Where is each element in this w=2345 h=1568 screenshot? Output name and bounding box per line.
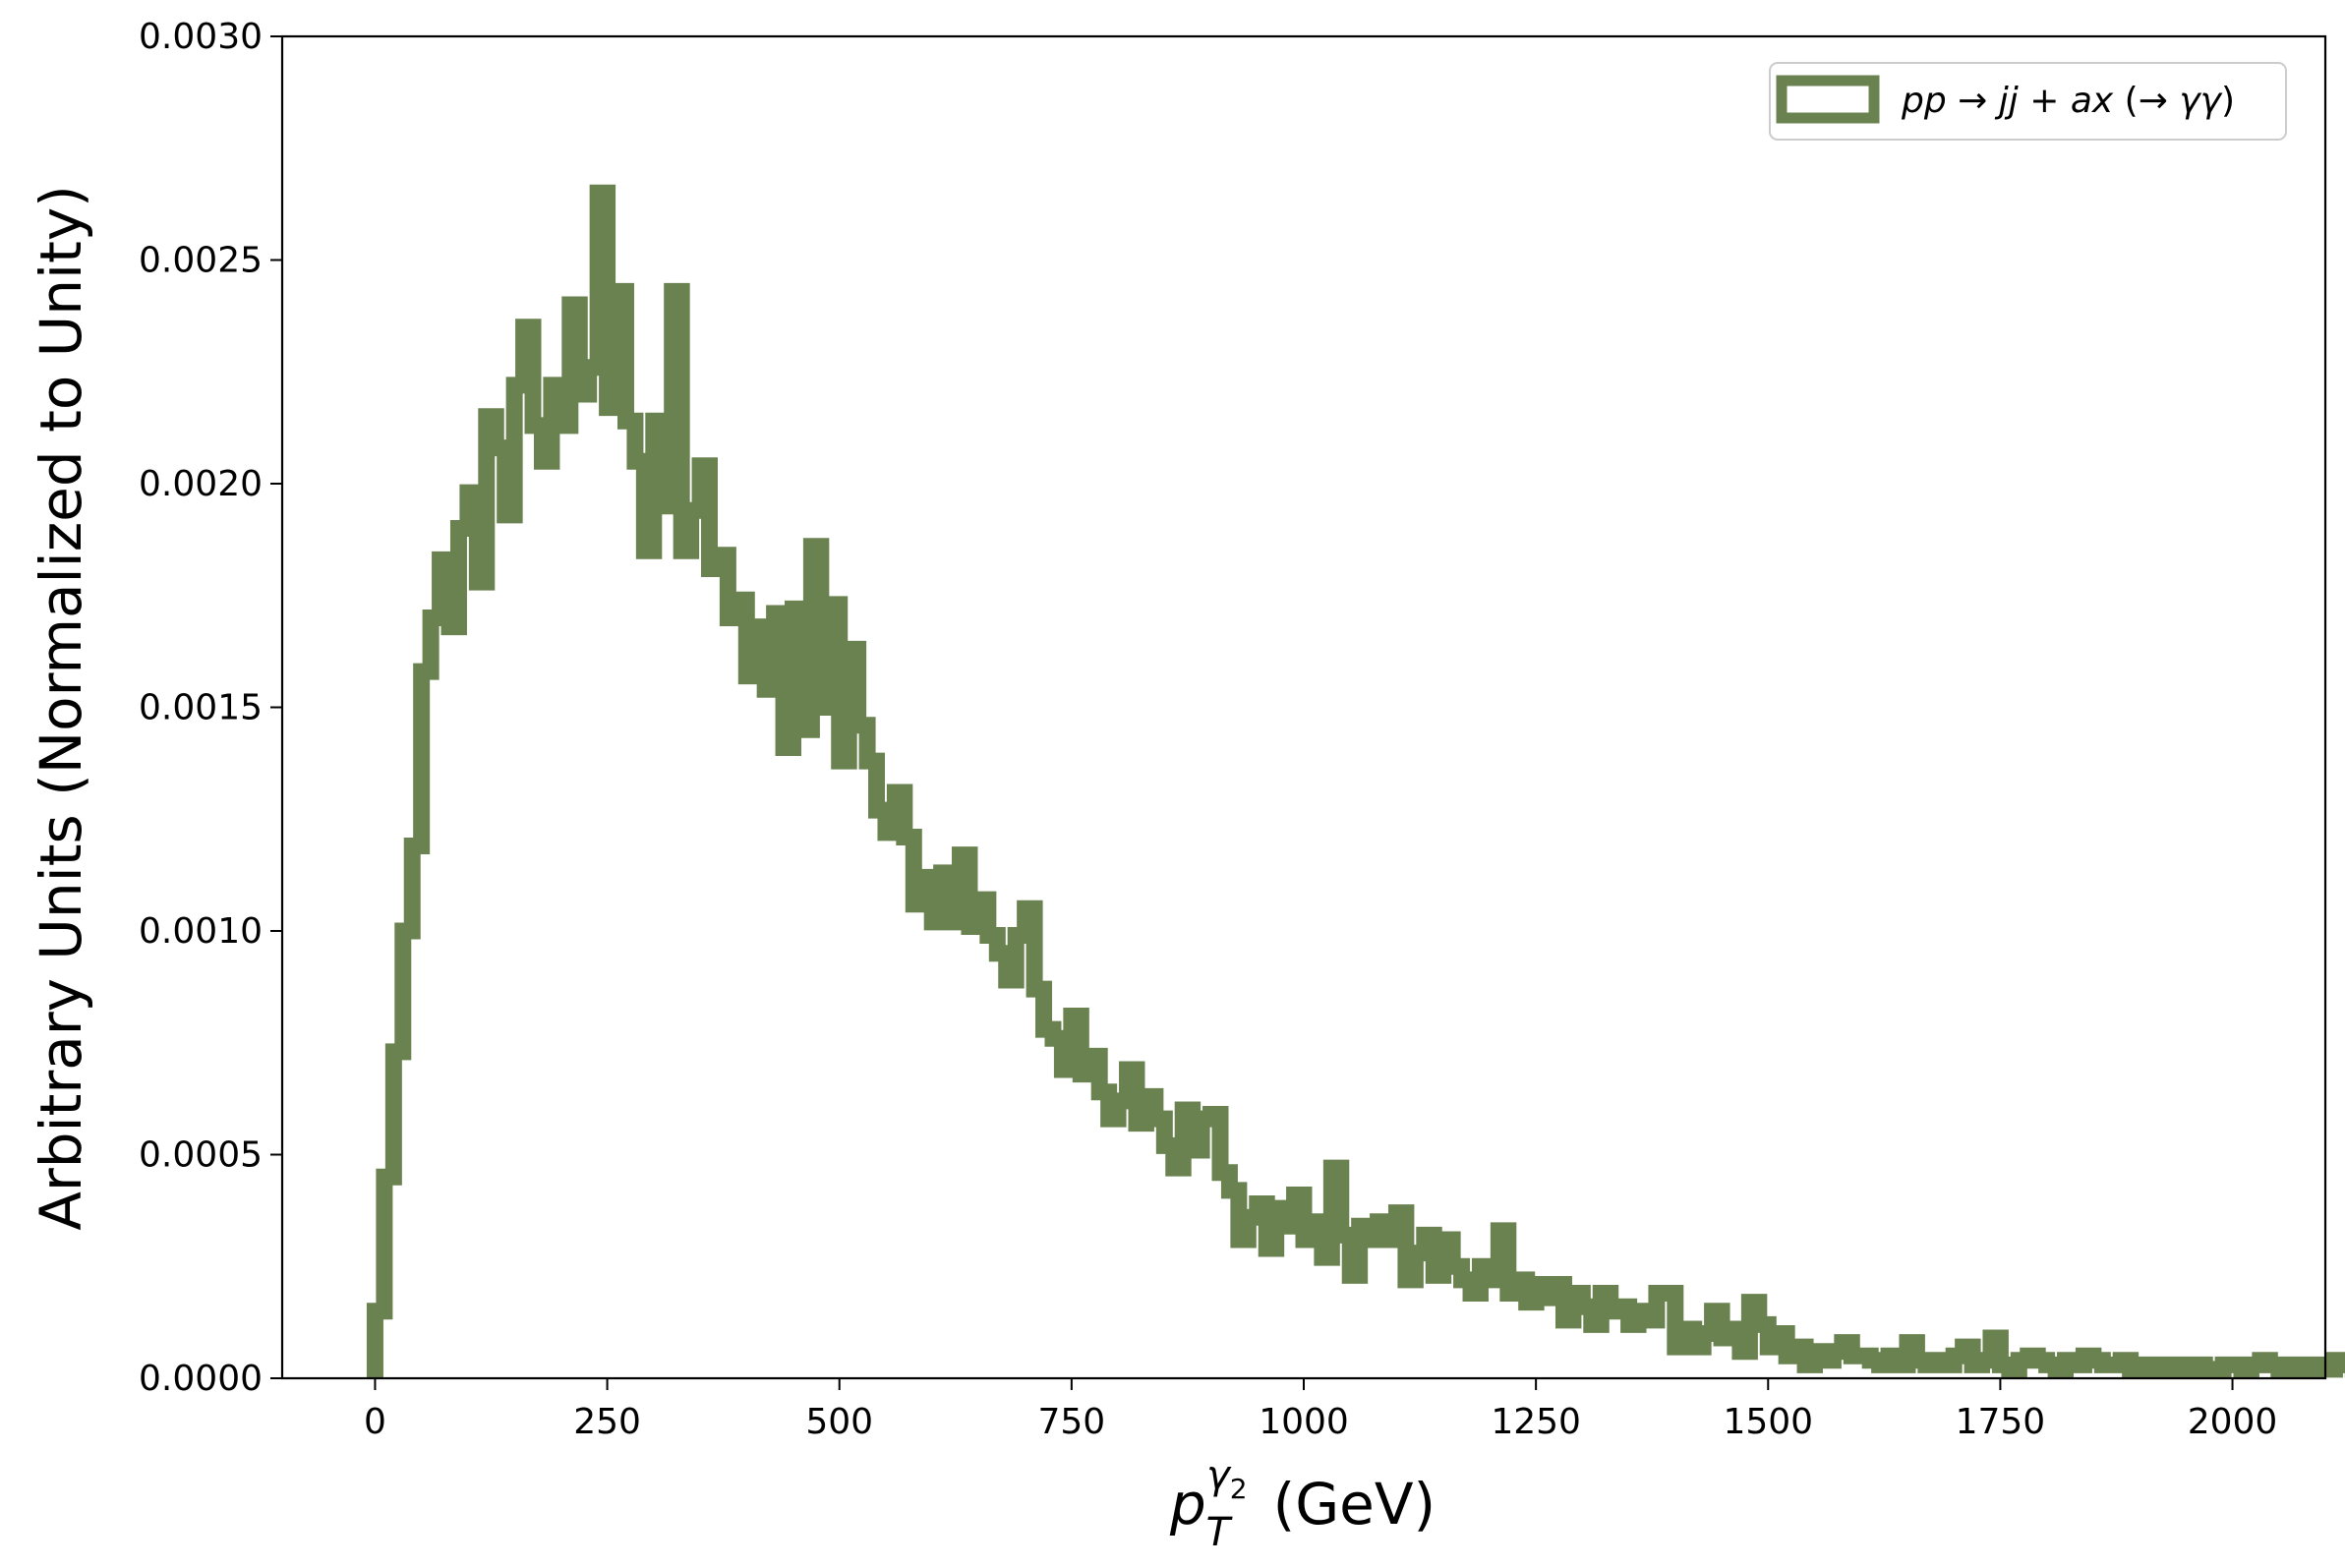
x-tick-label: 2000 <box>2188 1402 2278 1442</box>
x-axis-label-supsub: 2 <box>1230 1473 1248 1505</box>
x-tick-label: 1000 <box>1259 1402 1349 1442</box>
x-tick-label: 1750 <box>1956 1402 2046 1442</box>
x-axis-label-main: p <box>1169 1471 1206 1538</box>
y-tick-label: 0.0000 <box>139 1359 263 1399</box>
legend-label: pp → jj + ax (→ γγ) <box>1901 81 2235 121</box>
y-tick-label: 0.0005 <box>139 1135 263 1176</box>
legend: pp → jj + ax (→ γγ) <box>1769 62 2287 141</box>
x-tick-label: 500 <box>805 1402 873 1442</box>
plot-area <box>366 184 2345 1378</box>
y-axis-label: Arbitrary Units (Normalized to Unity) <box>28 185 94 1231</box>
x-axis-label-sup: γ <box>1206 1453 1232 1498</box>
y-tick-label: 0.0020 <box>139 464 263 504</box>
x-axis-label-sub: T <box>1206 1510 1234 1555</box>
x-tick-label: 1500 <box>1723 1402 1813 1442</box>
x-tick-label: 0 <box>364 1402 386 1442</box>
x-axis: 0 250 500 750 1000 1250 1500 1750 2000 <box>364 1378 2277 1442</box>
x-tick-label: 250 <box>573 1402 641 1442</box>
legend-frame <box>1769 62 2287 141</box>
x-axis-label-unit: (GeV) <box>1273 1471 1436 1538</box>
y-tick-label: 0.0010 <box>139 911 263 952</box>
y-tick-label: 0.0015 <box>139 688 263 728</box>
x-axis-label: pTγ2 (GeV) <box>1169 1453 1436 1555</box>
x-tick-label: 1250 <box>1491 1402 1581 1442</box>
y-tick-label: 0.0025 <box>139 241 263 281</box>
y-axis: 0.0000 0.0005 0.0010 0.0015 0.0020 0.0025 0.00… <box>139 17 282 1399</box>
legend-swatch <box>1776 75 1880 124</box>
histogram-series-0 <box>366 184 2345 1378</box>
x-tick-label: 750 <box>1038 1402 1106 1442</box>
y-tick-label: 0.0030 <box>139 17 263 57</box>
